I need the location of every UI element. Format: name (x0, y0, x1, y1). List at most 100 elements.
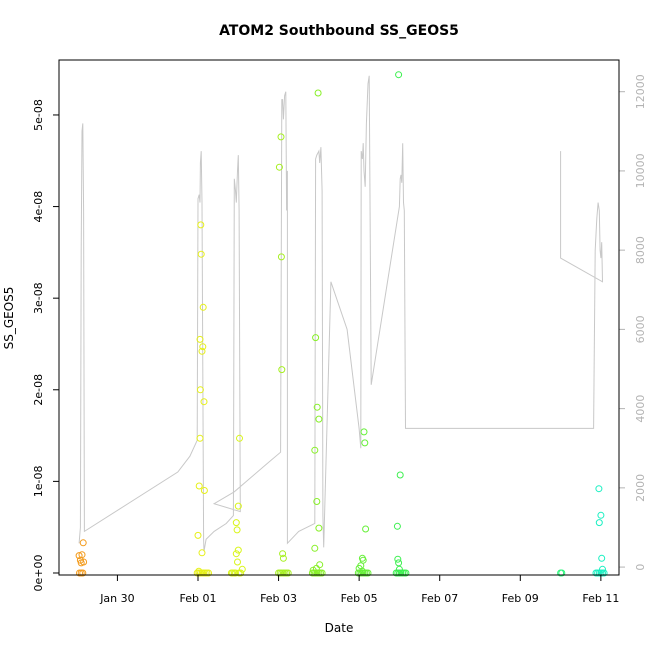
data-point (395, 559, 403, 567)
y-tick-label: 5e-08 (32, 99, 45, 131)
data-point (197, 221, 205, 229)
data-point (234, 546, 242, 554)
data-point (199, 303, 207, 311)
data-point (360, 428, 368, 436)
y2-axis: 0 2000 4000 6000 8000 10000 12000 (619, 74, 647, 571)
data-point (284, 569, 292, 577)
data-point (312, 334, 320, 342)
y-tick-label: 2e-08 (32, 374, 45, 406)
data-point (318, 569, 326, 577)
data-point (315, 524, 323, 532)
y2-tick-label: 0 (634, 564, 647, 571)
data-point (234, 558, 241, 566)
data-point (598, 554, 606, 562)
data-point (358, 567, 366, 575)
y2-tick-label: 4000 (634, 395, 647, 423)
data-point (196, 434, 204, 442)
data-point (311, 446, 319, 454)
x-tick-label: Feb 11 (582, 592, 619, 605)
data-point (79, 569, 87, 577)
data-point (236, 434, 243, 442)
data-point (198, 347, 206, 355)
data-point (312, 564, 320, 572)
data-point (275, 163, 283, 171)
y2-tick-label: 2000 (634, 474, 647, 502)
x-tick-label: Feb 03 (260, 592, 297, 605)
x-tick-label: Jan 30 (99, 592, 134, 605)
data-point (232, 569, 239, 577)
x-tick-label: Feb 09 (502, 592, 539, 605)
data-point (200, 487, 208, 494)
y2-tick-label: 10000 (634, 153, 647, 188)
data-point (362, 525, 370, 533)
data-point (79, 539, 87, 547)
y2-tick-label: 8000 (634, 236, 647, 264)
data-point (278, 366, 286, 374)
data-point (394, 555, 402, 563)
data-point (359, 556, 367, 564)
data-point (313, 403, 321, 411)
altitude-line (78, 75, 604, 552)
data-point (194, 531, 202, 539)
data-point (277, 133, 285, 141)
data-points (75, 71, 608, 577)
data-point (396, 471, 404, 479)
data-point (195, 569, 203, 577)
data-point (80, 558, 88, 566)
altitude-series (78, 75, 604, 552)
data-point (313, 498, 321, 505)
data-point (361, 439, 369, 447)
x-axis: Jan 30 Feb 01 Feb 03 Feb 05 Feb 07 Feb 09 Feb … (99, 575, 619, 605)
flight-group-5 (308, 89, 326, 577)
data-point (196, 335, 204, 343)
x-tick-label: Feb 05 (341, 592, 378, 605)
data-point (232, 550, 240, 558)
y-tick-label: 4e-08 (32, 191, 45, 223)
data-point (279, 550, 287, 558)
flight-group-8 (557, 569, 566, 577)
data-point (198, 549, 206, 557)
data-point (232, 519, 240, 527)
data-point (196, 386, 204, 394)
flight-group-4 (275, 133, 292, 577)
y-tick-label: 1e-08 (32, 466, 45, 498)
data-point (600, 569, 608, 577)
data-point (316, 561, 324, 569)
y-axis-label: SS_GEOS5 (2, 287, 16, 350)
data-point (402, 569, 410, 577)
data-point (315, 415, 323, 423)
data-point (199, 343, 207, 351)
data-point (277, 253, 285, 261)
data-point (237, 569, 245, 577)
y-axis: 0e+00 1e-08 2e-08 3e-08 4e-08 5e-08 (32, 99, 59, 591)
x-axis-label: Date (325, 621, 354, 635)
flight-group-1 (75, 539, 88, 577)
y2-tick-label: 6000 (634, 315, 647, 343)
y-tick-label: 0e+00 (32, 554, 45, 591)
flight-group-2 (193, 221, 212, 577)
x-tick-label: Feb 07 (421, 592, 458, 605)
data-point (200, 398, 208, 406)
data-point (233, 526, 241, 534)
plot-frame (58, 59, 620, 576)
data-point (78, 551, 86, 559)
y2-tick-label: 12000 (634, 74, 647, 109)
data-point (597, 511, 605, 519)
data-point (311, 544, 319, 552)
data-point (75, 552, 83, 560)
chart-title: ATOM2 Southbound SS_GEOS5 (219, 23, 459, 39)
flight-group-9 (592, 485, 608, 577)
data-point (599, 565, 606, 573)
data-point (234, 502, 242, 510)
data-point (393, 522, 401, 530)
data-point (279, 554, 287, 562)
flight-group-7 (392, 71, 410, 577)
flight-group-6 (354, 428, 372, 577)
data-point (238, 565, 246, 573)
data-point (395, 565, 403, 573)
data-point (558, 569, 566, 577)
y-tick-label: 3e-08 (32, 282, 45, 314)
x-tick-label: Feb 01 (180, 592, 217, 605)
data-point (395, 71, 403, 79)
